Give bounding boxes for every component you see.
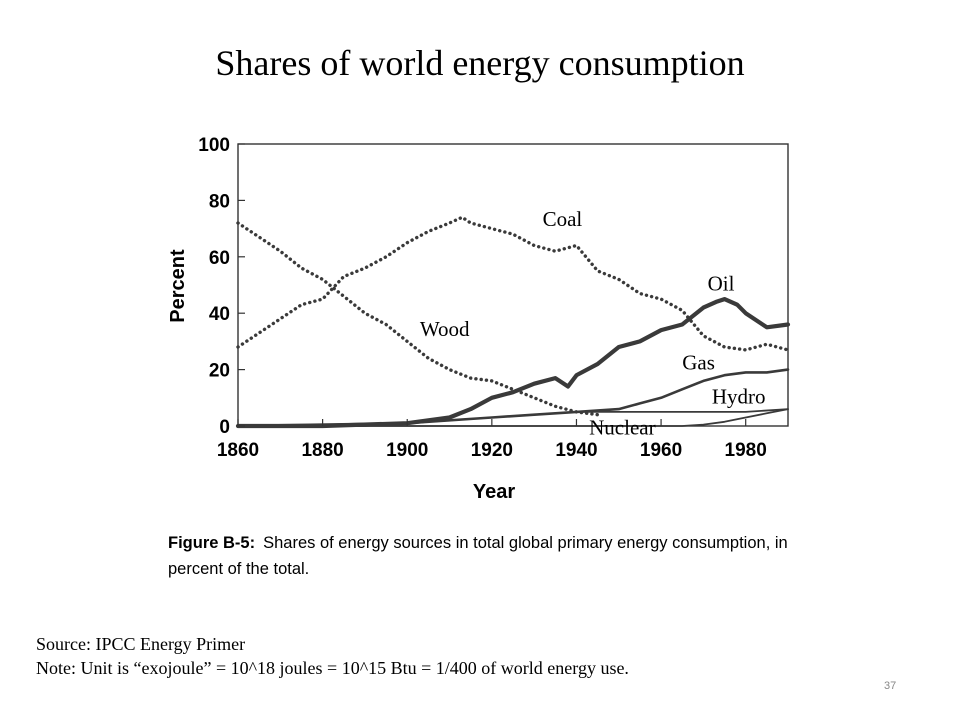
y-tick-label: 40 [209,304,230,325]
series-label-coal: Coal [543,207,583,231]
series-line-nuclear [237,408,789,427]
x-tick-label: 1900 [386,440,428,461]
source-note: Source: IPCC Energy Primer Note: Unit is… [36,632,629,680]
series-line-gas [236,368,790,428]
source-line: Source: IPCC Energy Primer [36,634,246,654]
series-label-nuclear: Nuclear [589,415,655,439]
x-axis-title: Year [473,481,515,503]
page-number: 37 [884,680,897,692]
series-label-hydro: Hydro [712,384,766,408]
slide-title: Shares of world energy consumption [215,43,745,83]
series-label-wood: Wood [420,317,470,341]
y-tick-label: 100 [198,135,230,156]
series-line-hydro [237,408,789,427]
x-tick-label: 1860 [217,440,259,461]
series-line-coal [236,215,790,352]
series-line-wood [236,221,600,417]
series-label-oil: Oil [708,272,735,296]
y-tick-label: 20 [209,361,230,382]
x-tick-label: 1920 [471,440,513,461]
series-line-oil [235,297,791,429]
unit-note-line: Note: Unit is “exojoule” = 10^18 joules … [36,658,629,678]
x-tick-label: 1960 [640,440,682,461]
y-tick-label: 60 [209,248,230,269]
energy-share-chart: 0 20 40 60 80 100 1860 1880 1900 1920 1940 1960 1980… [167,135,791,503]
y-tick-label: 80 [209,191,230,212]
figure-text: Shares of energy sources in total global… [168,534,788,578]
series-label-gas: Gas [682,351,715,375]
x-tick-label: 1940 [555,440,597,461]
y-tick-label: 0 [219,417,230,438]
figure-caption: Figure B-5: Shares of energy sources in t… [168,530,808,582]
y-axis-title: Percent [167,249,189,323]
figure-label: Figure B-5: [168,534,256,552]
x-tick-label: 1980 [725,440,767,461]
x-tick-label: 1880 [301,440,343,461]
plot-frame [237,143,789,427]
